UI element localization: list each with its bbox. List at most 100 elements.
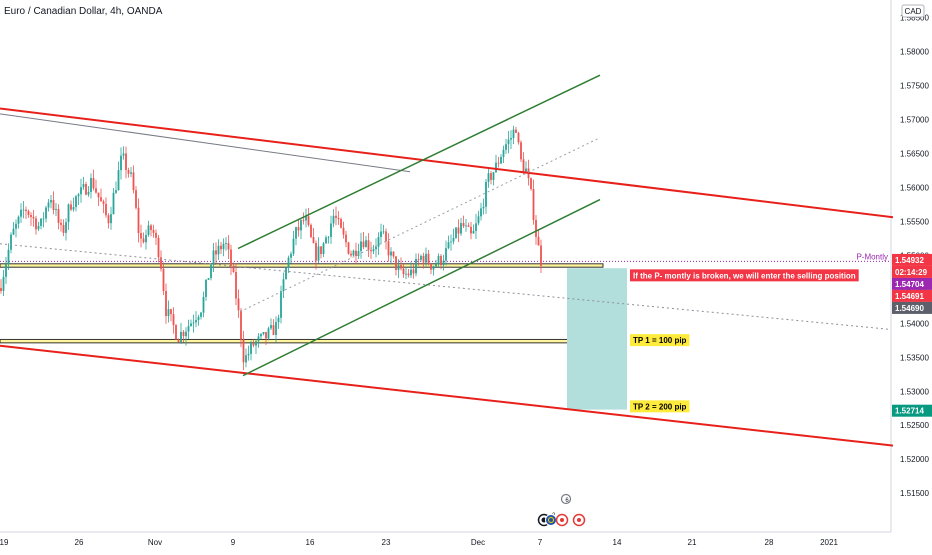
candle-body: [67, 204, 70, 223]
currency-badge-label: CAD: [905, 7, 922, 16]
candle-body: [20, 209, 22, 217]
candle-body: [327, 236, 330, 238]
candle-body: [525, 168, 527, 172]
candle-body: [180, 331, 182, 343]
candle-body: [140, 233, 142, 239]
candle-body: [502, 149, 505, 157]
candle-body: [187, 326, 190, 332]
candle-body: [292, 238, 295, 254]
candle-body: [475, 223, 477, 231]
candle-body: [182, 331, 185, 337]
candle-body: [490, 173, 492, 180]
candle-body: [80, 187, 82, 195]
candle-body: [75, 196, 77, 208]
candle-body: [462, 223, 465, 227]
candle-body: [532, 189, 535, 221]
candle-body: [305, 216, 307, 221]
candle-body: [295, 227, 297, 239]
candle-body: [347, 242, 350, 254]
candle-body: [307, 216, 310, 225]
candle-body: [102, 201, 105, 204]
price-tick-label: 1.56000: [900, 183, 929, 192]
candle-body: [137, 207, 140, 234]
candle-body: [257, 336, 260, 342]
candle-body: [107, 215, 110, 224]
candle-body: [517, 132, 520, 143]
candle-body: [50, 200, 52, 203]
candle-body: [190, 323, 192, 327]
candle-body: [47, 202, 50, 208]
candle-body: [352, 250, 355, 256]
price-label: 02:14:29: [895, 268, 928, 277]
candle-body: [17, 216, 20, 224]
upper-yellow-zone: [0, 263, 604, 268]
candle-body: [240, 310, 242, 340]
candle-body: [282, 279, 285, 291]
canada-flag-icon-2[interactable]: [572, 513, 586, 527]
candle-body: [540, 245, 542, 266]
dotted-median[interactable]: [239, 137, 601, 313]
candle-body: [537, 236, 540, 246]
candle-body: [207, 278, 210, 280]
candle-body: [437, 255, 440, 265]
currency-badge[interactable]: CAD: [901, 4, 925, 18]
price-tick-label: 1.54000: [900, 319, 929, 328]
candle-body: [155, 232, 157, 238]
candle-body: [405, 273, 407, 275]
candle-body: [380, 231, 382, 238]
candle-body: [337, 217, 340, 220]
price-tick-label: 1.57500: [900, 81, 929, 90]
candle-body: [320, 246, 322, 254]
eu-flag-icon[interactable]: [545, 514, 557, 526]
candle-body: [185, 331, 187, 337]
candle-body: [345, 234, 347, 243]
earnings-icon[interactable]: 6: [560, 493, 572, 505]
canada-flag-icon[interactable]: [555, 513, 569, 527]
candle-body: [172, 314, 175, 326]
trend-lines-layer: [0, 74, 894, 447]
selling-note-bg: [630, 269, 859, 282]
candle-body: [407, 273, 410, 276]
time-tick-label: 14: [613, 538, 622, 547]
candle-body: [420, 255, 422, 260]
candle-body: [165, 290, 167, 317]
time-tick-label: 19: [0, 538, 9, 547]
candle-body: [110, 214, 112, 224]
candle-body: [127, 170, 130, 174]
candle-body: [242, 339, 245, 363]
candle-body: [425, 253, 427, 263]
gray-line[interactable]: [0, 113, 411, 173]
candle-body: [450, 241, 452, 243]
dotted-diagonal[interactable]: [0, 243, 891, 330]
upper-red-channel[interactable]: [0, 107, 894, 219]
tp1-note: TP 1 = 100 pip: [630, 334, 690, 347]
candle-body: [280, 290, 282, 318]
target-zone: [567, 268, 627, 410]
green-channel-bottom[interactable]: [242, 198, 601, 377]
candle-body: [90, 178, 92, 192]
price-tick-label: 1.51500: [900, 489, 929, 498]
time-tick-label: 9: [231, 538, 236, 547]
candle-body: [455, 227, 457, 238]
candle-body: [150, 225, 152, 231]
time-axis[interactable]: 19 26 Nov 9 16 23 Dec 7 14 21 28 2021: [0, 538, 838, 547]
candle-body: [480, 208, 482, 217]
candle-body: [95, 188, 97, 193]
candle-body: [12, 228, 15, 235]
candle-body: [142, 238, 145, 243]
price-tick-label: 1.53500: [900, 353, 929, 362]
candle-body: [530, 178, 532, 190]
candle-body: [85, 184, 87, 195]
candle-body: [217, 245, 220, 255]
lower-red-channel[interactable]: [0, 344, 894, 447]
annotations-layer: If the P- montly is broken, we will ente…: [630, 269, 859, 413]
tp2-note: TP 2 = 200 pip: [630, 400, 690, 413]
candle-body: [87, 191, 90, 195]
event-markers[interactable]: 6 2: [537, 493, 586, 527]
green-channel-top[interactable]: [237, 74, 601, 250]
price-label: 1.54704: [895, 280, 924, 289]
candle-body: [97, 192, 100, 198]
price-label: 1.54691: [895, 292, 924, 301]
